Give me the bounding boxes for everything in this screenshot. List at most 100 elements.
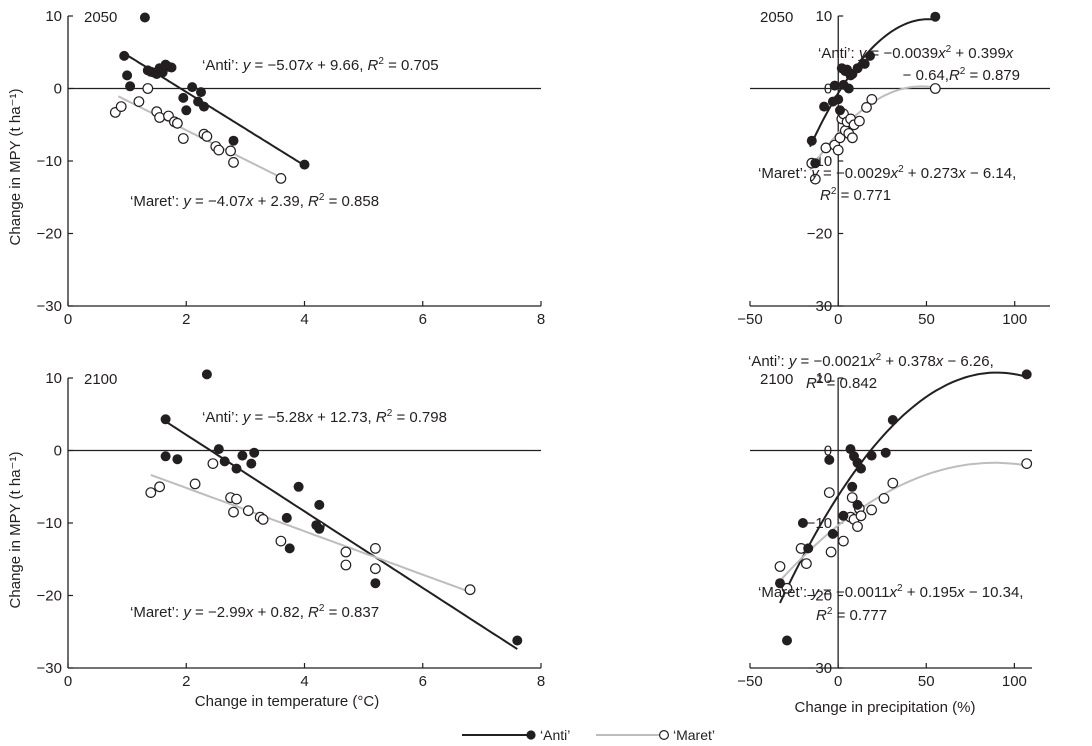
data-point-maret xyxy=(801,558,812,569)
data-point-maret xyxy=(340,559,352,571)
panel-2100-temperature: 0 2 4 6 8 −30 −20 −10 0 10 2100 ‘Anti’: y = −5.28… xyxy=(37,369,545,690)
data-point-maret xyxy=(861,101,872,113)
data-point-anti xyxy=(880,447,891,458)
data-point-anti xyxy=(293,481,304,492)
data-point-maret xyxy=(213,144,225,156)
equation-maret: ‘Maret’: y = −2.99x + 0.82, R2 = 0.837 xyxy=(130,603,379,621)
data-point-anti xyxy=(187,82,198,93)
data-point-maret xyxy=(809,173,821,185)
data-point-maret xyxy=(207,458,219,470)
equation-maret: ‘Maret’: y = −0.0029x2 + 0.273x − 6.14, xyxy=(758,164,1016,182)
x-tick-label: 50 xyxy=(918,311,935,328)
data-point-anti xyxy=(213,444,224,455)
equation-anti: ‘Anti’: y = −5.28x + 12.73, R2 = 0.798 xyxy=(202,408,447,426)
data-point-maret xyxy=(242,505,254,517)
data-point-maret xyxy=(887,477,899,489)
panel-2100-precipitation: −50 0 50 100 −30 −20 −10 0 10 2100 ‘Anti’: y = −… xyxy=(737,352,1033,690)
data-point-anti xyxy=(856,463,866,474)
points xyxy=(806,11,941,185)
y-tick-label: −10 xyxy=(37,515,62,532)
data-point-maret xyxy=(228,156,239,168)
y-tick-label: −30 xyxy=(37,298,62,315)
y-tick-label: 0 xyxy=(824,81,832,98)
panel-label: 2100 xyxy=(760,371,793,388)
equation-maret: ‘Maret’: y = −4.07x + 2.39, R2 = 0.858 xyxy=(130,192,379,210)
data-point-anti xyxy=(160,414,171,425)
x-axis-title-precipitation: Change in precipitation (%) xyxy=(795,699,976,716)
y-tick-label: 0 xyxy=(54,81,62,98)
data-point-anti xyxy=(887,415,898,425)
equation-anti: ‘Anti’: y = −5.07x + 9.66, R2 = 0.705 xyxy=(202,56,439,74)
y-axis-title-bottom: Change in MPY (t ha⁻¹) xyxy=(7,452,24,609)
data-point-maret xyxy=(464,584,476,596)
y-tick-label: 10 xyxy=(45,370,62,387)
data-point-maret xyxy=(866,504,877,516)
data-point-maret xyxy=(340,546,352,558)
x-tick-label: 2 xyxy=(182,311,190,328)
x-tick-label: 100 xyxy=(1002,673,1027,690)
data-point-anti xyxy=(172,454,183,465)
x-tick-label: 50 xyxy=(918,673,935,690)
data-point-anti xyxy=(797,518,808,528)
x-tick-label: 0 xyxy=(834,673,842,690)
equation-anti-r2: R2 = 0.842 xyxy=(806,374,877,392)
data-point-anti xyxy=(847,481,858,492)
data-point-maret xyxy=(142,83,154,94)
x-axis-title-temperature: Change in temperature (°C) xyxy=(195,693,379,710)
x-tick-label: 0 xyxy=(834,311,842,328)
data-point-anti xyxy=(819,101,830,112)
legend-anti-marker xyxy=(526,730,536,740)
equation-maret-r2: R2 = 0.771 xyxy=(820,186,891,204)
fit-line-anti xyxy=(779,371,1027,604)
data-point-maret xyxy=(866,93,878,105)
x-tick-label: 2 xyxy=(182,673,190,690)
data-point-maret xyxy=(1021,458,1033,470)
data-point-maret xyxy=(275,535,287,547)
data-point-anti xyxy=(512,635,523,646)
data-point-maret xyxy=(145,487,157,499)
data-point-maret xyxy=(115,101,127,112)
data-point-maret xyxy=(370,543,381,554)
legend: ‘Anti’ ‘Maret’ xyxy=(462,727,715,743)
y-tick-label: −30 xyxy=(807,298,832,315)
data-point-anti xyxy=(838,510,849,521)
data-point-anti xyxy=(196,87,206,98)
data-point-anti xyxy=(782,635,792,646)
x-tick-label: 8 xyxy=(537,673,545,690)
x-tick-label: −50 xyxy=(737,673,762,690)
data-point-anti xyxy=(249,447,260,458)
data-point-maret xyxy=(370,563,381,575)
equation-anti-line2: − 0.64,R2 = 0.879 xyxy=(903,66,1020,84)
equation-anti: ‘Anti’: y = −0.0039x2 + 0.399x xyxy=(818,44,1014,62)
data-point-anti xyxy=(835,105,845,116)
y-tick-label: −20 xyxy=(37,588,62,605)
data-point-maret xyxy=(774,561,786,572)
data-point-anti xyxy=(139,12,150,23)
data-point-anti xyxy=(160,451,171,462)
data-point-anti xyxy=(314,499,325,510)
y-tick-label: −20 xyxy=(807,588,832,605)
data-point-maret xyxy=(225,145,237,157)
data-point-maret xyxy=(878,493,890,504)
panel-label: 2050 xyxy=(760,9,793,26)
data-point-anti xyxy=(833,94,844,105)
data-point-maret xyxy=(846,492,858,504)
data-point-anti xyxy=(237,450,248,461)
data-point-anti xyxy=(827,528,838,539)
data-point-maret xyxy=(847,132,858,144)
x-tick-label: 6 xyxy=(419,311,427,328)
legend-maret-marker xyxy=(658,729,669,740)
x-tick-label: 6 xyxy=(419,673,427,690)
y-tick-label: 10 xyxy=(815,370,832,387)
points xyxy=(109,12,310,184)
data-point-anti xyxy=(852,499,863,510)
data-point-anti xyxy=(806,135,817,146)
data-point-maret xyxy=(820,142,832,154)
x-tick-label: −50 xyxy=(737,311,762,328)
equation-anti: ‘Anti’: y = −0.0021x2 + 0.378x − 6.26, xyxy=(748,352,994,370)
data-point-anti xyxy=(166,62,177,73)
data-point-anti xyxy=(246,458,257,469)
fit-line-maret xyxy=(779,461,1027,582)
